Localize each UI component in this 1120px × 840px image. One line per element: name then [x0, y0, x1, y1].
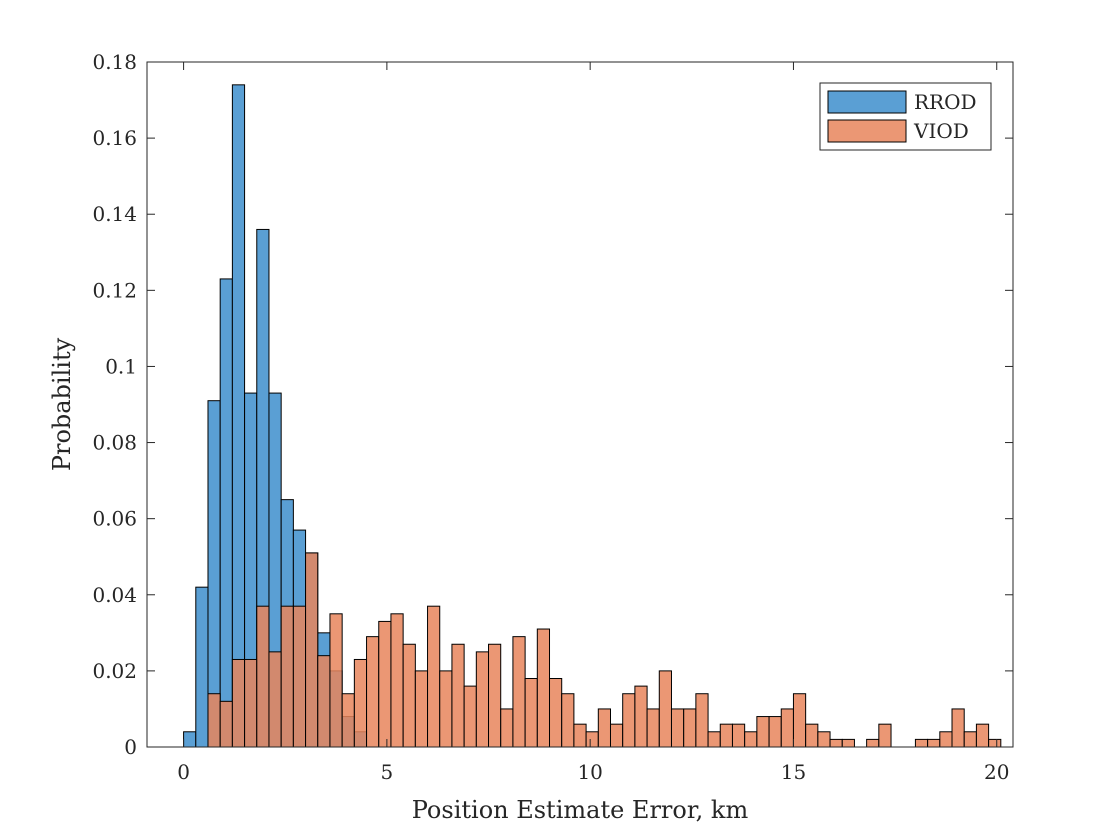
- y-tick-label-4: 0.08: [92, 431, 137, 455]
- bar-viod-47: [780, 708, 794, 748]
- bar-viod-9: [317, 655, 331, 748]
- bar-viod-22: [475, 651, 490, 748]
- bar-viod-28: [549, 678, 563, 748]
- bar-viod-45: [756, 716, 770, 748]
- bar-viod-30: [573, 723, 587, 748]
- y-axis-label: Probability: [48, 337, 76, 471]
- x-tick-label-3: 15: [781, 760, 806, 784]
- bar-viod-13: [366, 636, 380, 748]
- bar-viod-36: [646, 708, 660, 748]
- bar-viod-38: [670, 708, 685, 748]
- y-tick-label-5: 0.1: [105, 354, 137, 378]
- bar-viod-20: [451, 643, 465, 748]
- bar-viod-51: [829, 738, 843, 748]
- bar-viod-39: [683, 708, 697, 748]
- bar-rrod-0: [183, 731, 197, 748]
- legend-swatch-rrod: [827, 90, 907, 114]
- bar-viod-1: [219, 700, 233, 748]
- bar-viod-52: [841, 738, 855, 748]
- bar-viod-58: [914, 738, 929, 748]
- bar-viod-31: [585, 731, 599, 748]
- bar-viod-8: [305, 552, 319, 748]
- bar-viod-21: [463, 685, 477, 748]
- bar-viod-32: [597, 708, 611, 748]
- bar-viod-29: [561, 693, 575, 748]
- bar-viod-55: [878, 723, 892, 748]
- bar-rrod-3: [219, 278, 233, 748]
- y-tick-label-1: 0.02: [92, 659, 137, 683]
- bar-viod-27: [536, 628, 551, 748]
- bar-rrod-4: [231, 84, 246, 748]
- legend-swatch-viod: [827, 119, 907, 143]
- y-tick-label-0: 0: [124, 735, 137, 759]
- bar-viod-7: [292, 605, 307, 748]
- bar-viod-19: [439, 670, 453, 748]
- axis-ticks: 0 5 10 15 20 0 0.02 0.04 0.06 0.08 0.1 0.12 0.14 0.16…: [92, 50, 1013, 784]
- bar-viod-37: [658, 670, 672, 748]
- bar-viod-33: [609, 723, 624, 748]
- bar-viod-0: [207, 693, 221, 748]
- bar-viod-11: [341, 693, 355, 748]
- bar-viod-49: [805, 723, 819, 748]
- bar-viod-64: [988, 738, 1002, 748]
- x-tick-label-2: 10: [577, 760, 602, 784]
- bar-viod-54: [866, 738, 880, 748]
- bar-viod-35: [634, 685, 648, 748]
- bar-viod-59: [927, 738, 941, 748]
- x-axis-label: Position Estimate Error, km: [412, 796, 749, 824]
- bar-viod-62: [963, 731, 977, 748]
- bar-viod-41: [707, 731, 721, 748]
- legend: RROD VIOD: [819, 82, 992, 151]
- bar-viod-23: [488, 643, 502, 748]
- bar-viod-5: [268, 651, 282, 748]
- bar-viod-10: [329, 613, 343, 748]
- bar-viod-6: [280, 605, 294, 748]
- bar-viod-14: [378, 620, 392, 748]
- y-tick-label-6: 0.12: [92, 278, 137, 302]
- bar-viod-15: [390, 613, 404, 748]
- bar-viod-3: [244, 658, 258, 748]
- x-tick-label-4: 20: [984, 760, 1009, 784]
- x-tick-label-0: 0: [177, 760, 190, 784]
- bar-viod-48: [792, 693, 807, 748]
- bar-viod-44: [744, 731, 758, 748]
- y-tick-label-8: 0.16: [92, 126, 137, 150]
- y-tick-label-9: 0.18: [92, 50, 137, 74]
- bar-viod-50: [817, 731, 831, 748]
- bar-viod-61: [951, 708, 965, 748]
- legend-label-viod: VIOD: [913, 119, 969, 143]
- axes-box: [146, 61, 1014, 748]
- bar-rrod-1: [195, 586, 209, 748]
- bar-viod-24: [500, 708, 514, 748]
- bar-viod-60: [939, 731, 953, 748]
- bar-viod-25: [512, 636, 526, 748]
- bar-viod-46: [768, 716, 782, 748]
- y-tick-label-3: 0.06: [92, 507, 137, 531]
- bar-viod-4: [256, 605, 270, 748]
- bar-viod-2: [231, 658, 246, 748]
- bar-viod-17: [414, 670, 429, 748]
- y-tick-label-2: 0.04: [92, 583, 137, 607]
- x-tick-label-1: 5: [381, 760, 394, 784]
- bar-viod-40: [695, 693, 709, 748]
- bar-viod-34: [622, 693, 636, 748]
- legend-label-rrod: RROD: [914, 90, 977, 114]
- bar-viod-12: [353, 658, 368, 748]
- bar-viod-16: [402, 643, 416, 748]
- bar-viod-63: [975, 723, 990, 748]
- bar-viod-18: [427, 605, 441, 748]
- bar-viod-43: [731, 723, 746, 748]
- y-tick-label-7: 0.14: [92, 202, 137, 226]
- bar-viod-26: [524, 678, 538, 748]
- bar-viod-42: [719, 723, 733, 748]
